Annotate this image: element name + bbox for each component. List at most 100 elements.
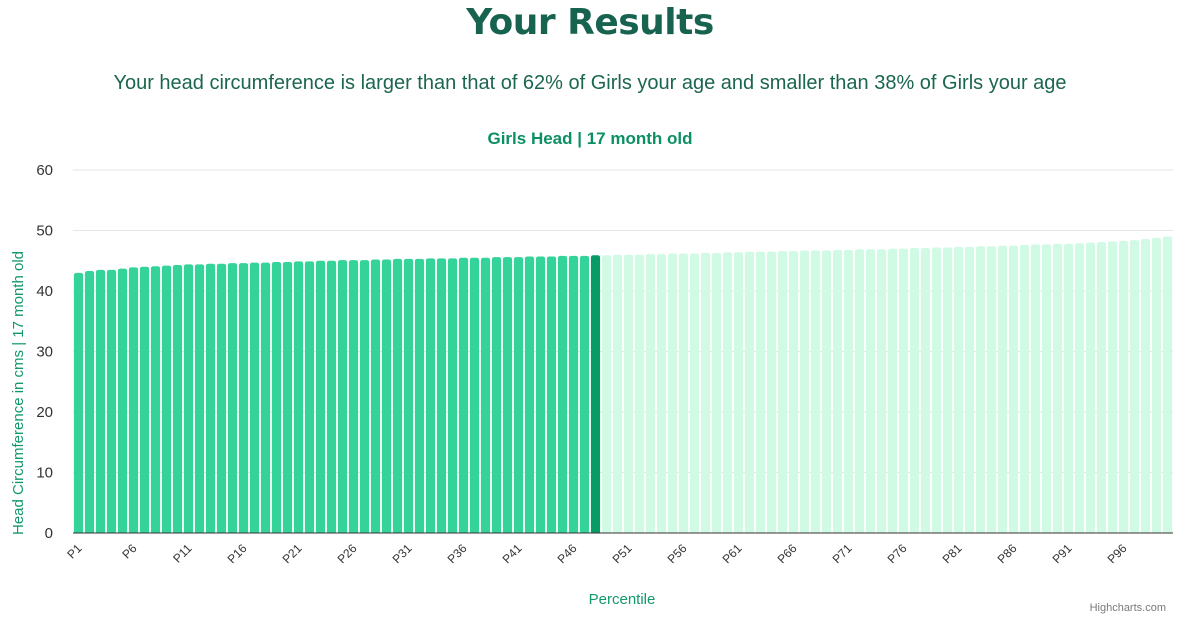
bar-p6[interactable] [128,267,139,533]
bar-p12[interactable] [194,264,205,533]
bar-p17[interactable] [249,262,260,533]
bar-p11[interactable] [183,264,194,533]
bar-p14[interactable] [216,263,227,533]
bar-p90[interactable] [1052,243,1063,533]
bar-p98[interactable] [1140,238,1151,533]
bar-p26[interactable] [348,260,359,533]
bar-p13[interactable] [205,263,216,533]
bar-p30[interactable] [392,258,403,533]
bar-p2[interactable] [84,271,95,533]
bar-p1[interactable] [73,272,84,533]
bar-p49[interactable] [601,255,612,533]
bar-p71[interactable] [843,249,854,534]
bar-p51[interactable] [623,254,634,533]
bar-p86[interactable] [1008,245,1019,533]
bar-p64[interactable] [766,251,777,534]
bar-p46[interactable] [568,255,579,533]
bar-p45[interactable] [557,255,568,533]
bar-p29[interactable] [381,259,392,533]
bar-p31[interactable] [403,258,414,533]
bar-p21[interactable] [293,261,304,533]
bar-p10[interactable] [172,264,183,533]
bar-p39[interactable] [491,257,502,533]
bar-p54[interactable] [656,254,667,533]
bar-p81[interactable] [953,246,964,533]
bar-p99[interactable] [1151,237,1162,533]
bar-p70[interactable] [832,249,843,534]
bar-p4[interactable] [106,269,117,533]
bar-p52[interactable] [634,254,645,533]
bar-p82[interactable] [964,246,975,533]
bar-p77[interactable] [909,248,920,534]
bar-p69[interactable] [821,250,832,533]
bar-p85[interactable] [997,245,1008,533]
bar-p9[interactable] [161,265,172,533]
bar-p61[interactable] [733,252,744,533]
bar-p84[interactable] [986,246,997,534]
bar-p62[interactable] [744,251,755,534]
bar-p87[interactable] [1019,245,1030,533]
bar-p53[interactable] [645,254,656,533]
bar-p74[interactable] [876,249,887,533]
bar-p19[interactable] [271,261,282,533]
bar-p97[interactable] [1129,240,1140,533]
bar-p93[interactable] [1085,242,1096,533]
bar-p95[interactable] [1107,241,1118,533]
bar-p63[interactable] [755,251,766,534]
bar-p92[interactable] [1074,243,1085,533]
bar-p79[interactable] [931,247,942,533]
bar-p18[interactable] [260,262,271,533]
bar-p37[interactable] [469,257,480,533]
bar-p41[interactable] [513,257,524,533]
bar-p76[interactable] [898,248,909,533]
highcharts-credits[interactable]: Highcharts.com [1090,602,1166,614]
bar-p78[interactable] [920,248,931,534]
bar-p59[interactable] [711,252,722,533]
bar-p5[interactable] [117,268,128,533]
bar-p7[interactable] [139,266,150,533]
bar-p38[interactable] [480,257,491,533]
bar-p44[interactable] [546,256,557,533]
bar-p88[interactable] [1030,244,1041,534]
bar-p24[interactable] [326,260,337,533]
bar-p75[interactable] [887,248,898,533]
bar-p50[interactable] [612,254,623,533]
bar-p32[interactable] [414,258,425,533]
bar-p60[interactable] [722,252,733,533]
bar-p91[interactable] [1063,243,1074,533]
bar-p47[interactable] [579,255,590,533]
bar-p16[interactable] [238,263,249,533]
bar-p89[interactable] [1041,244,1052,534]
bar-p34[interactable] [436,258,447,533]
bar-p66[interactable] [788,251,799,533]
bar-p83[interactable] [975,246,986,534]
bar-p73[interactable] [865,249,876,533]
bar-p65[interactable] [777,251,788,533]
bar-p43[interactable] [535,256,546,533]
bar-p100[interactable] [1162,236,1173,534]
bar-p3[interactable] [95,269,106,533]
bar-p35[interactable] [447,258,458,533]
bar-p72[interactable] [854,249,865,533]
bar-p55[interactable] [667,253,678,534]
bar-p28[interactable] [370,259,381,533]
bar-p94[interactable] [1096,241,1107,533]
bar-p67[interactable] [799,250,810,533]
bar-p15[interactable] [227,263,238,533]
bar-p27[interactable] [359,260,370,533]
bar-p25[interactable] [337,260,348,533]
bar-p33[interactable] [425,258,436,533]
bar-p8[interactable] [150,266,161,533]
bar-p96[interactable] [1118,240,1129,533]
bar-p57[interactable] [689,253,700,534]
bar-p58[interactable] [700,252,711,533]
bar-p42[interactable] [524,256,535,533]
bar-p56[interactable] [678,253,689,534]
bar-p48[interactable] [590,255,601,533]
bar-p36[interactable] [458,257,469,533]
bar-p40[interactable] [502,257,513,533]
bar-p22[interactable] [304,261,315,533]
bar-p80[interactable] [942,247,953,533]
bar-p68[interactable] [810,250,821,533]
bar-p20[interactable] [282,261,293,533]
